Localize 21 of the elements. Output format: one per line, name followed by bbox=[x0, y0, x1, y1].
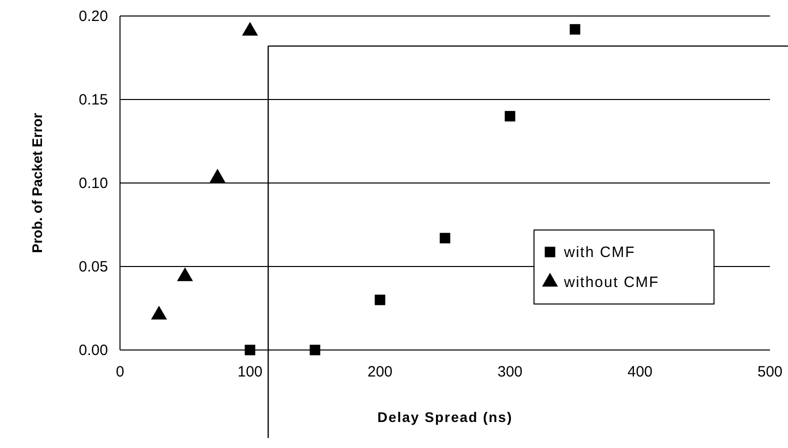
x-tick-label: 300 bbox=[497, 364, 523, 381]
x-tick-label: 400 bbox=[627, 364, 653, 381]
point bbox=[440, 232, 450, 244]
legend-label: with CMF bbox=[563, 244, 636, 261]
y-tick-label: 0.05 bbox=[78, 258, 108, 276]
y-tick-label: 0.00 bbox=[78, 342, 108, 359]
point bbox=[570, 24, 580, 35]
point bbox=[244, 344, 256, 356]
x-tick-label: 200 bbox=[367, 364, 393, 381]
point bbox=[310, 344, 320, 356]
x-axis-title: Delay Spread (ns) bbox=[377, 409, 513, 425]
x-tick-label: 500 bbox=[757, 364, 783, 381]
x-tick-label: 100 bbox=[237, 364, 263, 381]
y-axis-title: Prob. of Packet Error bbox=[29, 112, 45, 254]
legend-label: without CMF bbox=[563, 274, 660, 291]
y-tick-label: 0.20 bbox=[78, 8, 108, 25]
point bbox=[374, 294, 386, 306]
point bbox=[504, 110, 516, 122]
y-tick-label: 0.10 bbox=[78, 174, 108, 192]
y-tick-label: 0.15 bbox=[78, 91, 108, 108]
x-tick-label: 0 bbox=[116, 364, 124, 381]
